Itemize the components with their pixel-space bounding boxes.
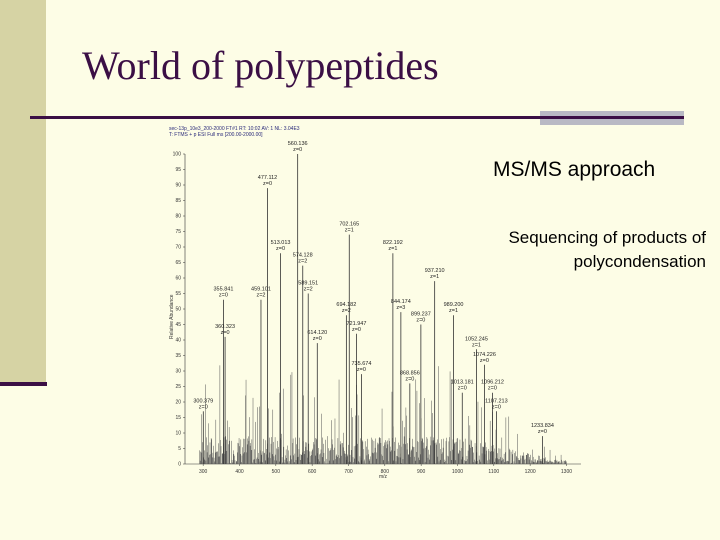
peak-mz-label: 1107.213 — [485, 398, 508, 404]
x-tick-label: 400 — [235, 469, 244, 475]
y-tick-label: 50 — [175, 307, 181, 313]
peak-charge-label: z=1 — [472, 342, 481, 348]
y-tick-label: 30 — [175, 369, 181, 375]
y-tick-label: 0 — [178, 462, 181, 468]
x-tick-label: 600 — [308, 469, 317, 475]
y-axis-label: Relative Abundance — [169, 294, 175, 339]
title-rule — [30, 116, 684, 119]
peak-mz-label: 868.856 — [400, 370, 420, 376]
peak-mz-label: 735.674 — [352, 361, 372, 367]
peak-charge-label: z=0 — [313, 336, 322, 342]
peak-charge-label: z=3 — [396, 305, 405, 311]
peak-mz-label: 1052.245 — [465, 336, 488, 342]
y-tick-label: 45 — [175, 322, 181, 328]
x-tick-label: 700 — [344, 469, 353, 475]
peak-charge-label: z=0 — [480, 358, 489, 364]
spectrum-peaks: 300.379z=0355.841z=0360.323z=0459.101z=2… — [193, 141, 554, 464]
peak-charge-label: z=0 — [221, 330, 230, 336]
peak-mz-label: 560.136 — [288, 141, 308, 147]
peak-charge-label: z=1 — [388, 246, 397, 252]
peak-mz-label: 721.947 — [347, 321, 367, 327]
peak-mz-label: 937.210 — [425, 268, 445, 274]
peak-charge-label: z=2 — [256, 293, 265, 299]
peak-mz-label: 822.192 — [383, 240, 403, 246]
peak-charge-label: z=0 — [538, 429, 547, 435]
peak-mz-label: 899.237 — [411, 312, 431, 318]
peak-charge-label: z=0 — [219, 293, 228, 299]
peak-mz-label: 355.841 — [214, 287, 234, 293]
x-axis-label: m/z — [379, 474, 388, 480]
peak-charge-label: z=0 — [488, 386, 497, 392]
peak-mz-label: 1233.834 — [531, 423, 554, 429]
x-tick-label: 300 — [199, 469, 208, 475]
spectrum-header-line2: T: FTMS + p ESI Full ms [200.00-2000.00] — [169, 132, 263, 138]
peak-charge-label: z=0 — [357, 367, 366, 373]
y-tick-label: 55 — [175, 291, 181, 297]
peak-charge-label: z=1 — [449, 308, 458, 314]
y-tick-label: 20 — [175, 400, 181, 406]
spectrum-header-line1: sec-13p_10e3_200-2000 FT#1 RT: 10:02 AV:… — [169, 126, 300, 132]
y-tick-label: 75 — [175, 229, 181, 235]
peak-mz-label: 513.013 — [271, 240, 291, 246]
sequencing-text: Sequencing of products of polycondensati… — [508, 228, 706, 271]
y-tick-label: 85 — [175, 198, 181, 204]
peak-charge-label: z=0 — [263, 181, 272, 187]
y-tick-label: 80 — [175, 214, 181, 220]
peak-mz-label: 360.323 — [215, 324, 235, 330]
mass-spectrum: sec-13p_10e3_200-2000 FT#1 RT: 10:02 AV:… — [169, 126, 581, 480]
y-tick-label: 90 — [175, 183, 181, 189]
peak-charge-label: z=0 — [276, 246, 285, 252]
peak-charge-label: z=1 — [430, 274, 439, 280]
peak-charge-label: z=2 — [298, 259, 307, 265]
peak-mz-label: 300.379 — [193, 398, 213, 404]
y-tick-label: 15 — [175, 415, 181, 421]
spectrum-noise-trace — [199, 365, 567, 464]
y-tick-label: 100 — [173, 152, 182, 158]
peak-charge-label: z=2 — [342, 308, 351, 314]
y-tick-label: 60 — [175, 276, 181, 282]
x-tick-label: 500 — [272, 469, 281, 475]
peak-mz-label: 694.182 — [336, 302, 356, 308]
y-tick-label: 40 — [175, 338, 181, 344]
spectrum-axes: 0 5 10 15 20 25 30 35 40 45 50 55 60 65 70 75 80 85 90 95 10… — [173, 152, 581, 475]
peak-mz-label: 1074.226 — [473, 352, 496, 358]
title-rule-accent — [540, 111, 684, 125]
y-tick-label: 70 — [175, 245, 181, 251]
peak-charge-label: z=0 — [416, 318, 425, 324]
x-tick-label: 1300 — [561, 469, 572, 475]
peak-mz-label: 1013.181 — [451, 380, 474, 386]
left-accent-underline — [0, 382, 47, 386]
peak-mz-label: 844.174 — [391, 299, 411, 305]
x-tick-label: 1100 — [488, 469, 499, 475]
peak-charge-label: z=1 — [345, 228, 354, 234]
peak-mz-label: 614.120 — [307, 330, 327, 336]
peak-charge-label: z=2 — [304, 287, 313, 293]
peak-mz-label: 477.112 — [258, 175, 277, 181]
y-tick-label: 95 — [175, 167, 181, 173]
msms-heading: MS/MS approach — [493, 158, 656, 181]
peak-charge-label: z=0 — [405, 376, 414, 382]
slide-title: World of polypeptides — [82, 43, 439, 88]
x-tick-label: 800 — [381, 469, 390, 475]
peak-mz-label: 702.165 — [339, 222, 359, 228]
y-tick-label: 65 — [175, 260, 181, 266]
x-tick-label: 1000 — [452, 469, 463, 475]
x-tick-label: 900 — [417, 469, 426, 475]
peak-mz-label: 459.101 — [251, 287, 271, 293]
y-tick-label: 35 — [175, 353, 181, 359]
x-tick-label: 1200 — [525, 469, 536, 475]
peak-charge-label: z=0 — [293, 147, 302, 153]
peak-charge-label: z=0 — [492, 404, 501, 410]
left-accent-bar — [0, 0, 46, 384]
y-tick-label: 25 — [175, 384, 181, 390]
y-tick-label: 5 — [178, 446, 181, 452]
peak-charge-label: z=0 — [352, 327, 361, 333]
peak-mz-label: 589.151 — [298, 281, 318, 287]
peak-mz-label: 574.128 — [293, 253, 313, 259]
peak-charge-label: z=0 — [199, 404, 208, 410]
peak-charge-label: z=0 — [458, 386, 467, 392]
peak-mz-label: 1096.212 — [481, 380, 504, 386]
peak-mz-label: 989.200 — [444, 302, 464, 308]
y-tick-label: 10 — [175, 431, 181, 437]
